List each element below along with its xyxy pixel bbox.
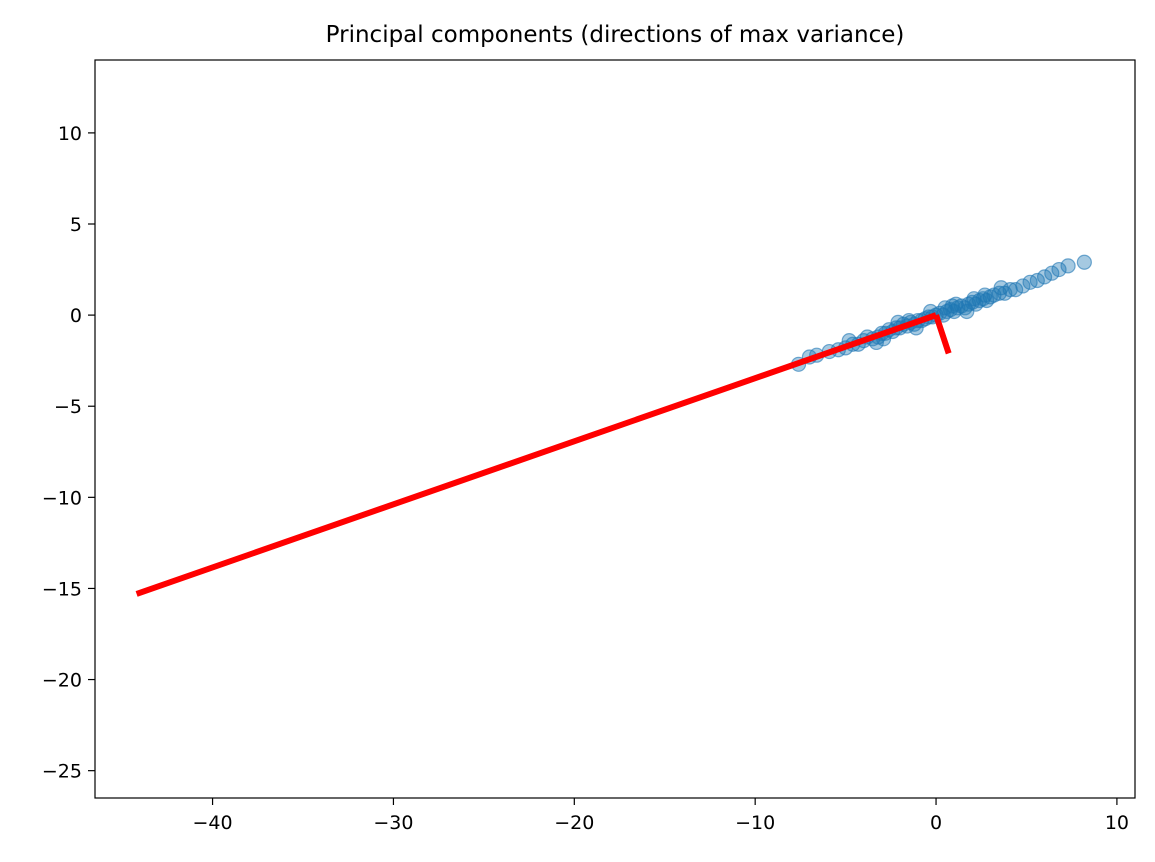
scatter-points <box>790 254 1092 372</box>
y-axis-ticks: −25 −20 −15 −10 −5 0 5 10 <box>42 123 95 783</box>
x-tick-label: −30 <box>373 812 413 834</box>
scatter-point <box>1060 258 1076 274</box>
y-tick-label: 10 <box>58 123 82 145</box>
scatter-point <box>1036 269 1053 285</box>
scatter-point <box>966 291 982 307</box>
x-axis-ticks: −40 −30 −20 −10 0 10 <box>193 798 1129 834</box>
scatter-point <box>1076 254 1092 270</box>
x-tick-label: 0 <box>930 812 942 834</box>
y-tick-label: 5 <box>70 214 82 236</box>
x-tick-label: −40 <box>193 812 233 834</box>
scatter-point <box>1051 261 1067 278</box>
scatter-point <box>993 280 1009 296</box>
y-tick-label: −25 <box>42 761 82 783</box>
plot-area-frame <box>94 59 1136 799</box>
y-tick-label: −10 <box>42 487 82 509</box>
x-tick-label: 10 <box>1105 812 1129 834</box>
scatter-point <box>1015 278 1031 294</box>
scatter-point <box>937 300 953 316</box>
x-tick-label: −10 <box>735 812 775 834</box>
y-tick-label: −15 <box>42 578 82 600</box>
scatter-point <box>959 303 975 320</box>
principal-component-line-2 <box>933 314 952 355</box>
x-tick-label: −20 <box>554 812 594 834</box>
scatter-point <box>1008 282 1024 298</box>
y-tick-label: −20 <box>42 670 82 692</box>
chart-title: Principal components (directions of max … <box>326 22 905 48</box>
scatter-point <box>1029 272 1045 289</box>
principal-component-lines <box>135 312 952 597</box>
y-tick-label: 0 <box>70 305 82 327</box>
y-tick-label: −5 <box>54 396 82 418</box>
principal-component-line-1 <box>135 312 938 597</box>
scatter-point <box>1044 265 1060 281</box>
